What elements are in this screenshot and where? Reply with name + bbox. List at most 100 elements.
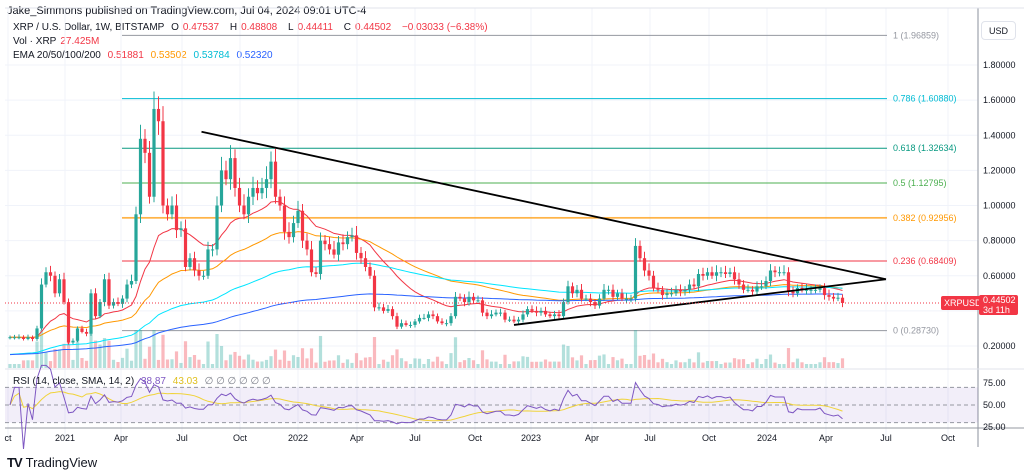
volume-bar [773, 362, 777, 368]
candle-body [458, 296, 462, 299]
ema200-line [9, 293, 843, 356]
candle-body [57, 279, 62, 294]
volume-bar [444, 364, 449, 368]
volume-bar [192, 355, 197, 368]
candle-body [417, 317, 422, 322]
volume-bar [552, 361, 557, 368]
candle-body [251, 187, 255, 197]
candle-body [494, 312, 498, 315]
volume-bar [462, 360, 467, 368]
time-tick-label: 2022 [288, 433, 308, 443]
candle-body [629, 298, 633, 300]
volume-bar [431, 361, 435, 368]
rsi-ma-value: 43.03 [172, 376, 198, 387]
candle-body [197, 270, 201, 276]
candle-body [566, 286, 570, 303]
volume-bar [201, 364, 206, 368]
candle-body [62, 279, 66, 303]
ema-legend[interactable]: EMA 20/50/100/200 0.51881 0.53502 0.5378… [13, 50, 273, 61]
volume-bar [705, 361, 710, 368]
fib-highlight [122, 216, 887, 219]
candle-body [314, 272, 318, 275]
time-tick-label: Apr [585, 433, 599, 443]
volume-bar [786, 348, 791, 368]
rsi-extra: ∅ ∅ ∅ ∅ ∅ ∅ [204, 376, 271, 387]
candle-body [597, 298, 602, 306]
volume-bar [224, 360, 228, 368]
volume-bar [125, 348, 129, 368]
candle-body [17, 337, 21, 339]
volume-bar [813, 364, 818, 368]
volume-bar [728, 362, 732, 368]
volume-bar [84, 360, 89, 368]
volume-bar [701, 362, 705, 368]
candle-body [183, 228, 188, 267]
candle-body [255, 187, 260, 194]
volume-bar [309, 348, 314, 368]
volume-bar [53, 349, 57, 368]
candle-body [408, 324, 413, 326]
volume-bar [561, 344, 566, 368]
ema100-value: 0.53784 [193, 50, 230, 61]
tradingview-logo[interactable]: TV TradingView [7, 455, 98, 470]
ema50-value: 0.53502 [150, 50, 187, 61]
candle-body [215, 205, 219, 250]
volume-bar [732, 358, 737, 368]
candle-body [476, 300, 480, 302]
candle-body [624, 298, 629, 300]
candle-body [561, 302, 566, 317]
candle-body [134, 214, 138, 282]
volume-bar [71, 359, 75, 368]
candle-body [840, 297, 845, 303]
candle-body [345, 237, 350, 245]
candle-body [759, 286, 764, 288]
candle-body [192, 258, 197, 271]
candle-body [552, 314, 557, 317]
symbol-name[interactable]: XRP / U.S. Dollar, 1W, BITSTAMP [13, 22, 165, 33]
rsi-legend[interactable]: RSI (14, close, SMA, 14, 2) 38.87 43.03 … [13, 376, 271, 387]
candle-body [53, 275, 57, 294]
candle-body [48, 272, 53, 276]
volume-bar [714, 361, 719, 368]
candle-body [129, 281, 134, 285]
fib-level-label: 0.5 (1.12795) [893, 178, 947, 188]
candle-body [444, 323, 449, 325]
time-tick-label: Oct [233, 433, 248, 443]
volume-bar [548, 361, 552, 368]
candle-body [579, 289, 584, 299]
volume-legend[interactable]: Vol · XRP 27.425M [13, 36, 100, 47]
candle-body [390, 309, 395, 317]
candle-body [413, 321, 417, 325]
volume-bar [755, 358, 759, 368]
candle-body [237, 187, 242, 206]
volume-bar [782, 364, 786, 368]
candle-body [269, 161, 273, 180]
volume-bar [633, 330, 638, 368]
ohlc-low: L 0.44411 [288, 22, 333, 33]
candle-body [138, 138, 143, 215]
candle-body [656, 288, 660, 290]
volume-bar [539, 361, 543, 368]
candle-body [773, 270, 777, 273]
volume-bar [404, 361, 408, 368]
volume-bar [278, 359, 282, 368]
candle-body [813, 289, 818, 291]
volume-bar [480, 350, 485, 368]
candle-body [152, 108, 156, 197]
candle-body [264, 179, 269, 188]
candle-body [66, 302, 71, 343]
volume-bar [606, 364, 611, 368]
candle-body [557, 314, 561, 317]
volume-bar [102, 338, 107, 368]
candle-body [719, 272, 723, 274]
volume-bar [237, 355, 242, 368]
candle-body [764, 281, 768, 287]
candle-body [755, 286, 759, 292]
currency-button[interactable]: USD [981, 21, 1016, 40]
candle-body [98, 302, 102, 317]
ema20-line [10, 200, 843, 339]
time-tick-label: Jul [176, 433, 188, 443]
time-tick-label: 2021 [55, 433, 75, 443]
